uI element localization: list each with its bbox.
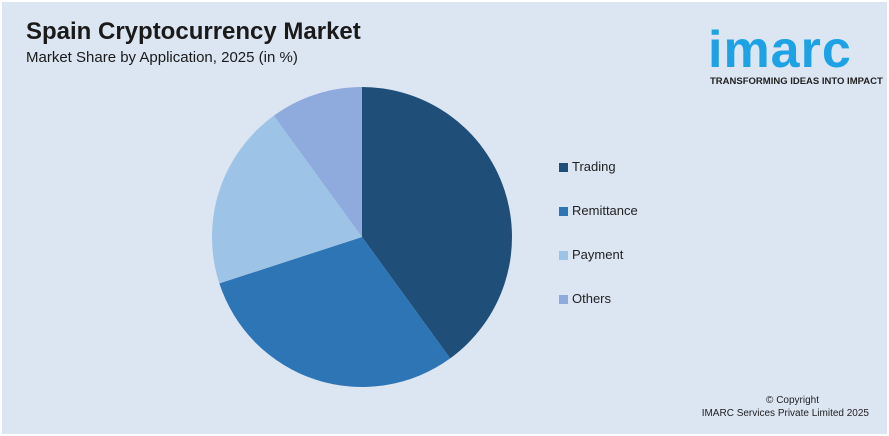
pie-slice-remittance — [219, 237, 451, 387]
copyright-label: © Copyright — [766, 395, 819, 406]
chart-subtitle: Market Share by Application, 2025 (in %) — [26, 49, 298, 66]
legend: Trading Remittance Payment Others — [559, 159, 638, 335]
legend-item-others: Others — [559, 291, 638, 335]
logo-word: imarc — [708, 21, 852, 79]
legend-item-payment: Payment — [559, 247, 638, 291]
pie-slice-payment — [212, 115, 362, 284]
legend-label: Payment — [572, 247, 624, 262]
legend-label: Remittance — [572, 203, 638, 218]
pie-slice-others — [273, 87, 362, 237]
legend-swatch — [559, 251, 568, 260]
legend-label: Others — [572, 291, 612, 306]
copyright-notice: © Copyright IMARC Services Private Limit… — [702, 394, 869, 420]
legend-item-trading: Trading — [559, 159, 638, 203]
legend-swatch — [559, 163, 568, 172]
pie-slice-trading — [362, 87, 512, 359]
legend-label: Trading — [572, 159, 616, 174]
chart-title: Spain Cryptocurrency Market — [26, 18, 361, 45]
imarc-logo: imarc TRANSFORMING IDEAS INTO IMPACT — [708, 14, 883, 92]
legend-swatch — [559, 295, 568, 304]
copyright-company: IMARC Services Private Limited 2025 — [701, 408, 869, 419]
legend-swatch — [559, 207, 568, 216]
legend-item-remittance: Remittance — [559, 203, 638, 247]
logo-tagline: TRANSFORMING IDEAS INTO IMPACT — [710, 76, 883, 87]
